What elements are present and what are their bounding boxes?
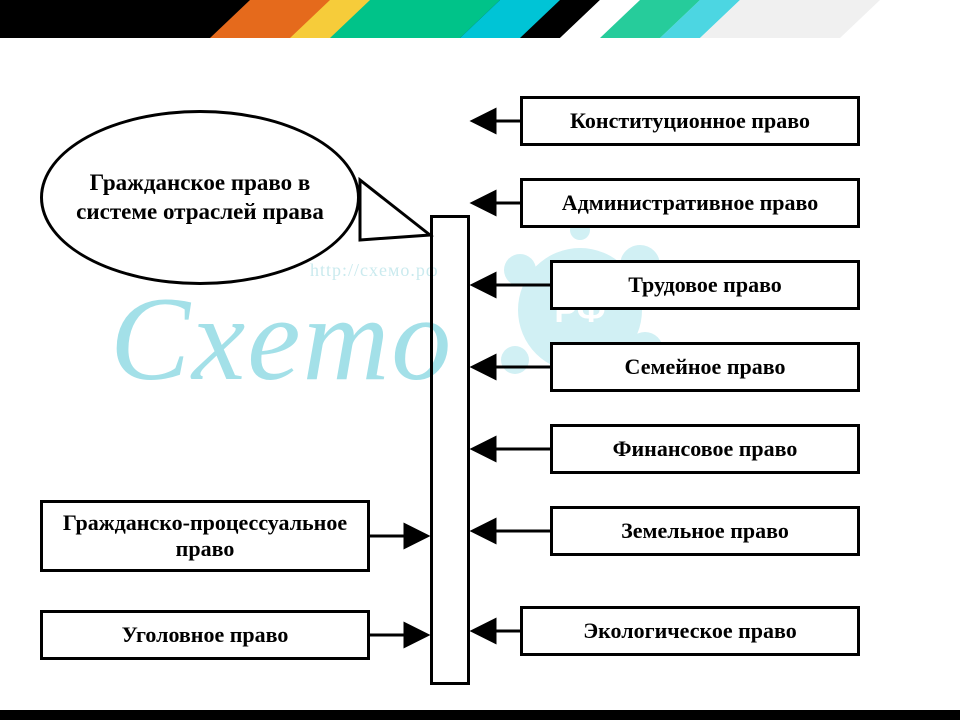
box-civ-proc: Гражданско-процессуальное право bbox=[40, 500, 370, 572]
box-ecological: Экологическое право bbox=[520, 606, 860, 656]
box-land: Земельное право bbox=[550, 506, 860, 556]
box-labor: Трудовое право bbox=[550, 260, 860, 310]
watermark-text: Cxemo bbox=[110, 272, 453, 405]
bottom-border bbox=[0, 710, 960, 720]
top-rainbow-border bbox=[0, 0, 960, 38]
box-family: Семейное право bbox=[550, 342, 860, 392]
watermark-main: Cxemo bbox=[110, 270, 453, 408]
box-constitutional: Конституционное право bbox=[520, 96, 860, 146]
central-ellipse-label: Гражданское право в системе отраслей пра… bbox=[65, 169, 335, 227]
diagram-canvas: РФ Cxemo http://cxемо.рф Гражданское пра… bbox=[10, 40, 950, 708]
box-financial: Финансовое право bbox=[550, 424, 860, 474]
box-administrative: Административное право bbox=[520, 178, 860, 228]
central-ellipse: Гражданское право в системе отраслей пра… bbox=[40, 110, 360, 285]
center-column bbox=[430, 215, 470, 685]
box-criminal: Уголовное право bbox=[40, 610, 370, 660]
watermark-url: http://cxемо.рф bbox=[310, 260, 439, 281]
